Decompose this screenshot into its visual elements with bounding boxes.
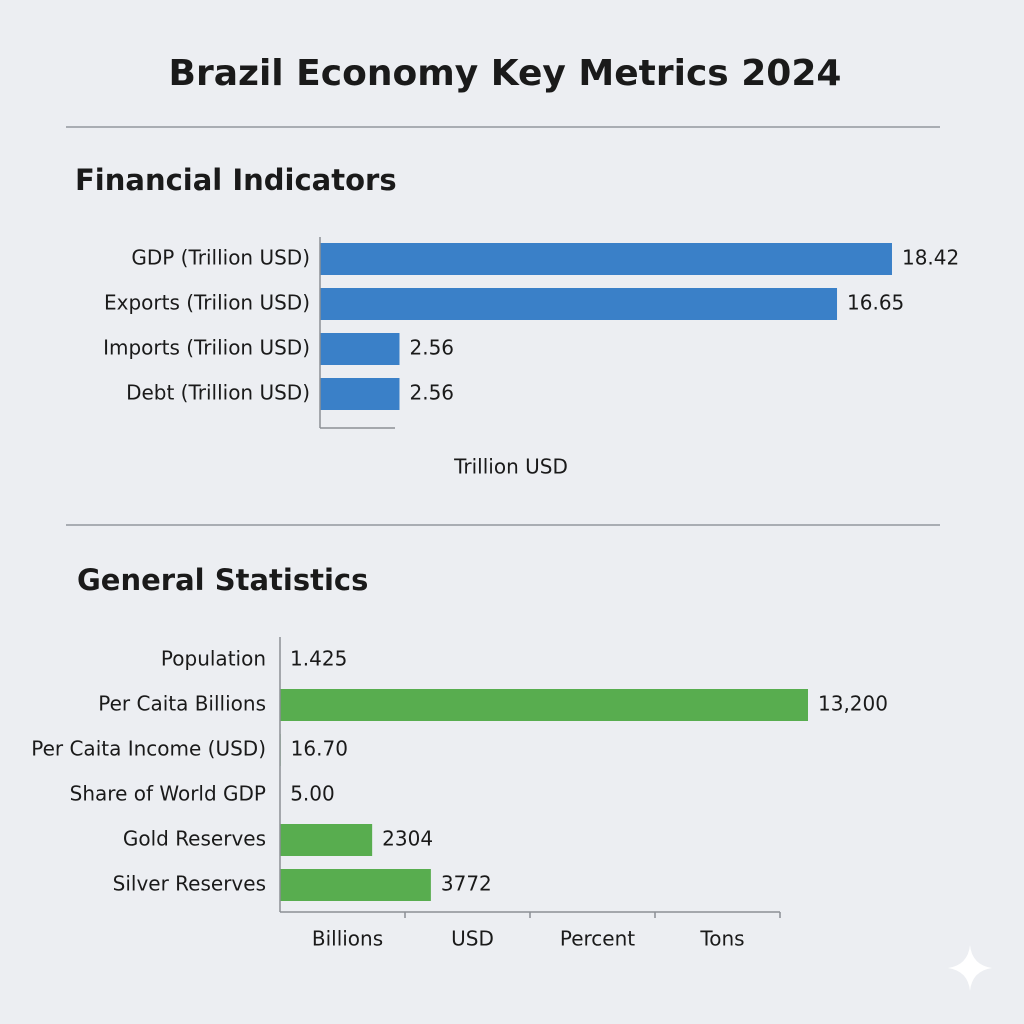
category-label: Per Caita Income (USD): [31, 737, 266, 761]
value-label: 2.56: [409, 336, 454, 360]
bar: [320, 333, 400, 365]
category-label: Imports (Trilion USD): [103, 336, 310, 360]
bar: [280, 689, 808, 721]
category-label: Per Caita Billions: [98, 692, 266, 716]
value-label: 1.425: [290, 647, 347, 671]
page-title: Brazil Economy Key Metrics 2024: [169, 53, 842, 94]
x-unit-label: Tons: [699, 927, 744, 951]
bar: [280, 824, 373, 856]
x-axis-label: Trillion USD: [453, 455, 568, 479]
value-label: 13,200: [818, 692, 888, 716]
section-title: Financial Indicators: [75, 163, 397, 197]
sparkle-icon: [948, 945, 992, 991]
category-label: Gold Reserves: [123, 827, 266, 851]
x-unit-label: USD: [451, 927, 494, 951]
value-label: 2304: [382, 827, 433, 851]
value-label: 5.00: [290, 782, 335, 806]
bar: [280, 869, 431, 901]
category-label: Exports (Trilion USD): [104, 291, 310, 315]
category-label: Population: [161, 647, 266, 671]
bar: [320, 378, 400, 410]
value-label: 18.42: [902, 246, 959, 270]
value-label: 2.56: [409, 381, 454, 405]
bar: [320, 288, 838, 320]
x-unit-label: Percent: [560, 927, 635, 951]
category-label: Debt (Trillion USD): [126, 381, 310, 405]
bar: [320, 243, 892, 275]
category-label: Share of World GDP: [70, 782, 266, 806]
category-label: GDP (Trillion USD): [131, 246, 310, 270]
category-label: Silver Reserves: [113, 872, 266, 896]
section-title: General Statistics: [77, 563, 368, 597]
value-label: 3772: [441, 872, 492, 896]
value-label: 16.65: [847, 291, 904, 315]
value-label: 16.70: [291, 737, 348, 761]
x-unit-label: Billions: [312, 927, 383, 951]
